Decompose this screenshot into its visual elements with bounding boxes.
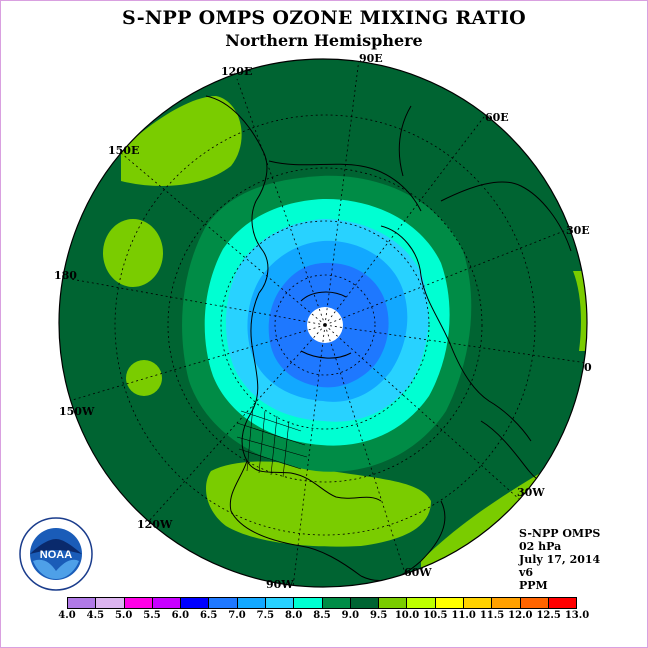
colorbar-segment (294, 598, 323, 608)
lon-label-150w: 150W (59, 405, 95, 418)
colorbar-tick-label: 11.5 (479, 610, 505, 621)
colorbar-tick-label: 8.0 (284, 610, 303, 621)
colorbar-segment (407, 598, 436, 608)
lon-label-30w: 30W (517, 486, 545, 499)
lon-label-90w: 90W (266, 578, 294, 591)
ozone-high-patch-west-small (126, 360, 162, 396)
colorbar-segment (322, 598, 351, 608)
ozone-high-patch-east (573, 271, 587, 351)
info-units: PPM (519, 579, 548, 592)
colorbar-tick-label: 8.5 (313, 610, 331, 621)
colorbar-tick-label: 9.5 (369, 610, 388, 621)
info-instrument: S-NPP OMPS (519, 527, 601, 540)
info-level: 02 hPa (519, 540, 562, 553)
colorbar-segment (124, 598, 153, 608)
colorbar-segment (379, 598, 408, 608)
colorbar-tick-label: 5.0 (114, 610, 133, 621)
colorbar-tick-label: 10.0 (394, 610, 420, 621)
colorbar-tick-label: 12.0 (508, 610, 533, 621)
colorbar-segment (463, 598, 493, 608)
colorbar-tick-label: 7.0 (228, 610, 246, 621)
parallel-circles (114, 114, 536, 536)
colorbar-segment (96, 598, 125, 608)
colorbar-tick-label: 10.5 (423, 610, 448, 621)
colorbar-segment (152, 598, 182, 608)
colorbar-tick-label: 12.5 (536, 610, 561, 621)
lon-label-0: 0 (584, 361, 592, 374)
colorbar-segment (548, 598, 577, 608)
lon-label-90e: 90E (359, 52, 383, 65)
lon-label-30e: 30E (566, 224, 590, 237)
lon-label-180: 180 (54, 269, 77, 282)
colorbar-tick-label: 7.5 (256, 610, 275, 621)
lon-label-60e: 60E (485, 111, 509, 124)
lon-label-120e: 120E (221, 65, 253, 78)
ozone-high-patch-north (121, 96, 242, 186)
colorbar-tick-label: 4.5 (86, 610, 105, 621)
info-block: S-NPP OMPS 02 hPa July 17, 2014 v6 PPM (519, 527, 600, 592)
colorbar-tick-labels: 4.0 4.5 5.0 5.5 6.0 6.5 7.0 7.5 8.0 8.5 9.0 9.5 10.0… (1, 610, 647, 624)
colorbar-segment (520, 598, 549, 608)
colorbar-segment (181, 598, 210, 608)
colorbar-tick-label: 13.0 (564, 610, 590, 621)
colorbar (67, 597, 577, 609)
colorbar-tick-label: 4.0 (58, 610, 76, 621)
map-border (58, 58, 588, 588)
info-date: July 17, 2014 (519, 553, 601, 566)
figure-subtitle: Northern Hemisphere (225, 31, 423, 50)
colorbar-segment (265, 598, 295, 608)
colorbar-segment (350, 598, 380, 608)
noaa-logo: NOAA (19, 517, 93, 591)
coastlines (205, 95, 577, 582)
colorbar-tick-label: 5.5 (143, 610, 161, 621)
colorbar-segment (68, 598, 97, 608)
colorbar-segment (435, 598, 464, 608)
lon-label-120w: 120W (137, 518, 173, 531)
colorbar-segment (492, 598, 521, 608)
colorbar-segment (209, 598, 238, 608)
svg-text:NOAA: NOAA (40, 549, 72, 561)
colorbar-tick-label: 9.0 (341, 610, 360, 621)
colorbar-tick-label: 6.5 (199, 610, 218, 621)
figure-title: S-NPP OMPS OZONE MIXING RATIO (121, 7, 527, 29)
info-version: v6 (519, 566, 534, 579)
state-boundaries (236, 405, 308, 478)
colorbar-segment (237, 598, 266, 608)
ozone-high-patch-south (206, 461, 431, 547)
colorbar-tick-label: 6.0 (171, 610, 190, 621)
colorbar-tick-label: 11.0 (451, 610, 476, 621)
ozone-high-patch-west (103, 219, 163, 287)
lon-label-150e: 150E (108, 144, 140, 157)
lon-label-60w: 60W (404, 566, 432, 579)
